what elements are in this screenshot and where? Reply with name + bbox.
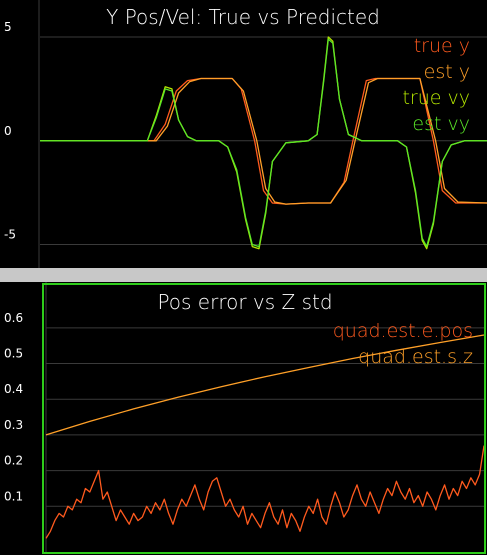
y-tick-label: 5 xyxy=(4,20,12,34)
y-tick-label: 0.6 xyxy=(4,311,23,325)
legend-entry: true y xyxy=(414,35,470,57)
plot-series xyxy=(45,334,485,539)
y-tick-label: 0.2 xyxy=(4,454,23,468)
y-tick-label: 0.3 xyxy=(4,418,23,432)
plot-y-pos-vel[interactable]: 5 0 -5 Y Pos/Vel: True vs Predicted true y… xyxy=(0,0,487,268)
legend-entry: quad.est.s.z xyxy=(358,346,473,368)
y-tick-label: 0 xyxy=(4,124,12,138)
plot-legend: quad.est.e.pos quad.est.s.z xyxy=(333,320,473,368)
y-tick-label: 0.4 xyxy=(4,382,23,396)
y-tick-label: -5 xyxy=(4,228,16,242)
plot-title: Pos error vs Z std xyxy=(157,290,332,314)
series-line-est-vy xyxy=(40,38,487,248)
plot-series xyxy=(40,36,487,250)
plot-background xyxy=(0,0,487,268)
plot-grid xyxy=(45,282,484,554)
plot-pos-error-z-std[interactable]: 0.6 0.5 0.4 0.3 0.2 0.1 Pos error vs Z std qu… xyxy=(0,282,487,555)
legend-entry: est vy xyxy=(412,113,470,135)
legend-entry: quad.est.e.pos xyxy=(333,320,473,342)
y-tick-labels: 0.6 0.5 0.4 0.3 0.2 0.1 xyxy=(4,311,23,503)
series-line-quad-est-s-z xyxy=(45,334,485,436)
plot-legend: true y est y true vy est vy xyxy=(402,35,470,135)
plot-separator xyxy=(0,268,487,282)
series-line-quad-est-e-pos xyxy=(45,445,485,539)
y-tick-label: 0.5 xyxy=(4,347,23,361)
selected-plot-border xyxy=(42,283,486,554)
y-tick-labels: 5 0 -5 xyxy=(4,20,16,242)
legend-entry: est y xyxy=(424,61,470,83)
series-line-est-y xyxy=(40,77,487,205)
y-tick-label: 0.1 xyxy=(4,489,23,503)
plot-title: Y Pos/Vel: True vs Predicted xyxy=(106,5,380,29)
legend-entry: true vy xyxy=(402,87,470,109)
